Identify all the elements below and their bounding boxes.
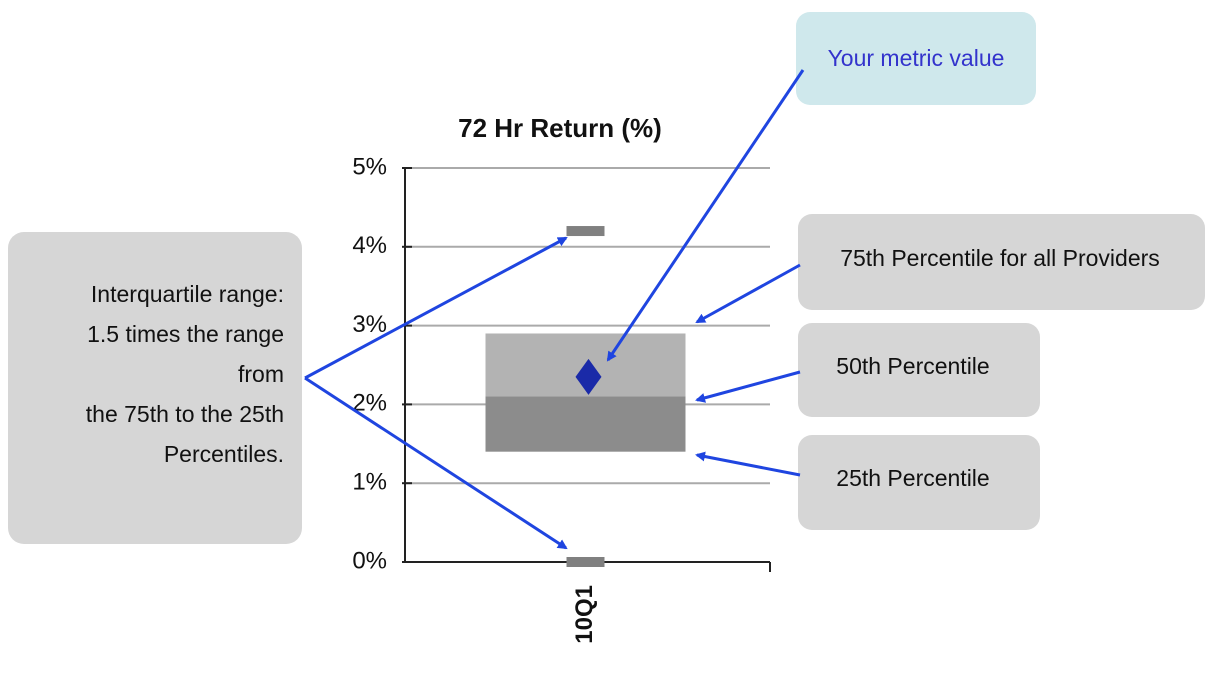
whisker-high — [566, 226, 605, 237]
box-lower — [485, 396, 686, 452]
arrow — [695, 451, 801, 477]
y-tick-label: 0% — [352, 547, 387, 574]
annotation-line: the 75th to the 25th — [86, 401, 284, 427]
annotation-line: from — [238, 361, 284, 387]
arrows — [304, 69, 805, 550]
arrow — [304, 376, 568, 550]
arrow — [695, 263, 801, 324]
annotation: 75th Percentile for all Providers — [840, 245, 1160, 271]
arrow — [606, 69, 805, 362]
chart-title: 72 Hr Return (%) — [458, 113, 662, 143]
x-tick-label: 10Q1 — [571, 585, 598, 644]
annotation: Your metric value — [828, 45, 1005, 71]
y-tick-label: 5% — [352, 153, 387, 180]
callout-box — [798, 214, 1205, 310]
annotation: 25th Percentile — [836, 465, 989, 491]
annotation-line: 1.5 times the range — [87, 321, 284, 347]
y-tick-label: 4% — [352, 232, 387, 259]
metric-marker — [575, 358, 602, 395]
callout-box — [8, 232, 302, 544]
annotation-group: Interquartile range: 1.5 times the range f… — [86, 281, 284, 467]
annotation-line: Percentiles. — [164, 441, 284, 467]
callout-box — [796, 12, 1036, 105]
annotation-line: Interquartile range: — [91, 281, 284, 307]
y-tick-label: 3% — [352, 311, 387, 338]
arrow — [304, 236, 568, 380]
y-tick-label: 1% — [352, 469, 387, 496]
annotation: 50th Percentile — [836, 353, 989, 379]
callout-box — [798, 323, 1040, 417]
whisker-low — [566, 557, 605, 567]
arrow — [695, 370, 801, 403]
callout-box — [798, 435, 1040, 530]
